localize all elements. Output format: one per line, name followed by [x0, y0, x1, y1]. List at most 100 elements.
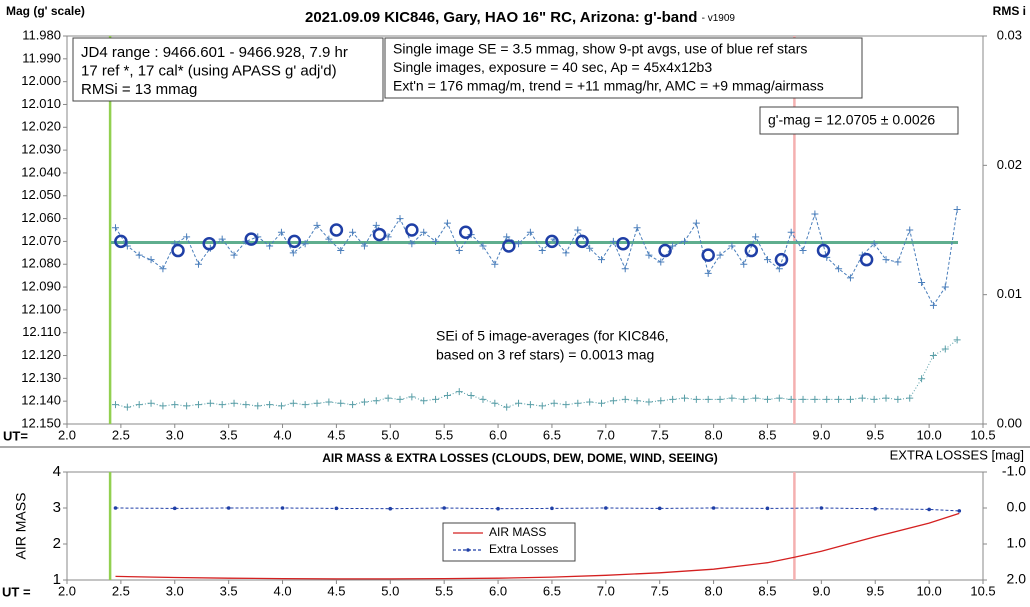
y2-tick-label: -1.0 — [1002, 463, 1026, 479]
y2-tick-label: 0.0 — [1007, 499, 1027, 515]
x-tick-label: 8.0 — [705, 427, 723, 442]
data-point — [442, 506, 446, 510]
average-point — [658, 243, 672, 258]
data-point — [953, 205, 961, 213]
y-tick-label: 12.010 — [21, 96, 61, 111]
data-point — [716, 395, 724, 403]
chart-subtitle: - v1909 — [702, 13, 736, 24]
data-point — [657, 397, 665, 405]
x-tick-label: 6.5 — [543, 583, 561, 598]
data-point — [432, 237, 440, 245]
x-axis-label: UT= — [3, 428, 28, 443]
data-point — [349, 228, 357, 236]
y-tick-label: 12.070 — [21, 233, 61, 248]
data-point — [704, 395, 712, 403]
annotation-text: based on 3 ref stars) = 0.0013 mag — [436, 347, 654, 363]
data-point — [337, 247, 345, 255]
data-point — [432, 395, 440, 403]
x-tick-label: 10.0 — [916, 583, 941, 598]
x-tick-label: 8.0 — [705, 583, 723, 598]
data-point — [957, 509, 962, 513]
data-point — [787, 395, 795, 403]
data-point — [574, 226, 582, 234]
average-point — [744, 243, 759, 258]
data-point — [194, 260, 202, 268]
data-point — [467, 392, 475, 400]
data-point — [334, 506, 339, 511]
data-point — [479, 242, 487, 250]
x-tick-label: 6.0 — [489, 583, 507, 598]
data-point — [894, 395, 902, 403]
annotation-box — [384, 37, 863, 99]
data-point — [728, 242, 736, 250]
data-point — [313, 221, 321, 229]
data-point — [550, 399, 558, 407]
data-point — [941, 283, 949, 291]
data-point — [111, 224, 119, 232]
data-point — [752, 394, 760, 402]
y-tick-label: 12.130 — [21, 370, 61, 385]
data-point — [289, 399, 297, 407]
average-point — [575, 234, 589, 249]
y-tick-label: 12.050 — [21, 187, 61, 202]
data-point — [420, 397, 428, 405]
data-point — [728, 394, 736, 402]
data-point — [621, 395, 629, 403]
x-tick-label: 7.5 — [651, 427, 669, 442]
data-point — [313, 399, 321, 407]
data-point — [301, 401, 309, 409]
data-point — [550, 506, 554, 511]
data-point — [388, 506, 393, 511]
data-point — [289, 249, 297, 257]
data-point — [266, 242, 274, 250]
y-tick-label: 12.110 — [22, 324, 61, 339]
x-tick-label: 10.5 — [970, 427, 995, 442]
y-tick-label: 12.030 — [21, 142, 61, 157]
data-point — [929, 351, 937, 359]
y2-axis-label: EXTRA LOSSES [mag] — [890, 447, 1024, 462]
x-tick-label: 4.5 — [327, 427, 345, 442]
data-point — [218, 401, 226, 409]
y-tick-label: 11.990 — [22, 50, 61, 65]
average-point — [502, 239, 516, 253]
data-point — [372, 397, 380, 405]
data-point — [277, 228, 285, 236]
data-point — [906, 226, 914, 234]
y2-tick-label: 0.02 — [997, 157, 1022, 172]
data-point — [680, 237, 688, 245]
data-point — [515, 240, 523, 248]
data-point — [775, 394, 783, 402]
y-tick-label: 12.020 — [21, 119, 61, 134]
data-point — [349, 401, 357, 409]
data-point — [159, 402, 167, 410]
x-tick-label: 9.0 — [812, 583, 830, 598]
data-point — [929, 301, 937, 309]
y-tick-label: 12.060 — [21, 210, 61, 225]
x-tick-label: 2.0 — [58, 427, 76, 442]
chart-title-text: 2021.09.09 KIC846, Gary, HAO 16" RC, Ari… — [305, 9, 697, 26]
data-point — [586, 398, 594, 406]
data-point — [621, 265, 629, 273]
x-tick-label: 4.5 — [327, 583, 345, 598]
y-tick-label: 1 — [53, 571, 61, 588]
data-point — [111, 401, 119, 409]
series-line — [115, 512, 960, 580]
data-point — [835, 265, 843, 273]
data-point — [858, 394, 866, 402]
data-point — [491, 399, 499, 407]
data-point — [645, 398, 653, 406]
data-point — [787, 228, 795, 236]
data-point — [799, 247, 807, 255]
x-tick-label: 3.5 — [220, 583, 238, 598]
x-axis-label: UT = — [2, 584, 31, 599]
data-point — [692, 219, 700, 227]
y-tick-label: 12.150 — [21, 415, 61, 430]
data-point — [515, 399, 523, 407]
data-point — [711, 506, 716, 510]
x-tick-label: 9.5 — [866, 583, 884, 598]
data-point — [194, 401, 202, 409]
y-tick-label: 11.980 — [22, 27, 61, 42]
y-axis-label: Mag (g' scale) — [6, 4, 85, 18]
data-point — [586, 244, 594, 252]
